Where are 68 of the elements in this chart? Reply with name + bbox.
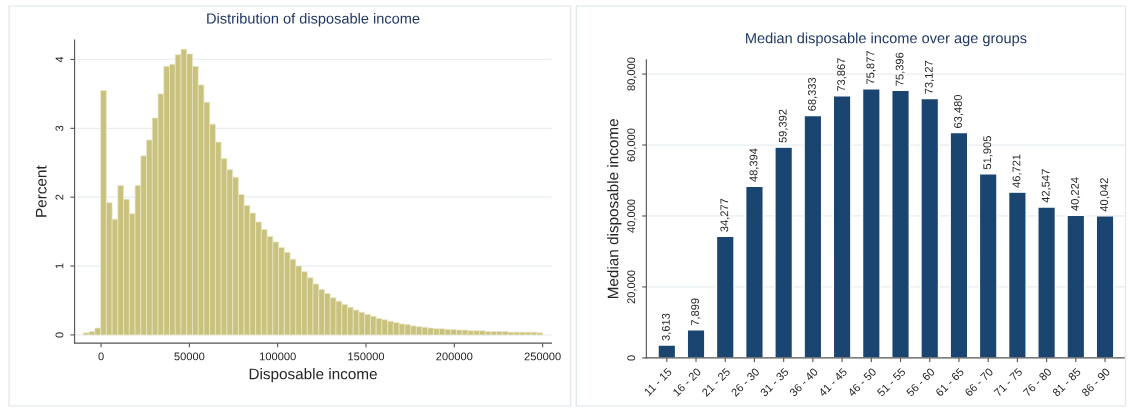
x-tick-label: 21 - 25 xyxy=(701,367,731,397)
bar xyxy=(1037,206,1057,358)
bar xyxy=(686,329,706,358)
data-label: 73,867 xyxy=(837,58,847,92)
y-tick-label: 0 xyxy=(55,332,64,338)
bar xyxy=(715,235,735,358)
data-label: 7,899 xyxy=(691,298,701,326)
x-tick-label: 250000 xyxy=(524,352,561,361)
data-label: 68,333 xyxy=(808,77,818,111)
x-tick-label: 81 - 85 xyxy=(1051,367,1082,397)
y-tick-label: 80,000 xyxy=(627,57,637,91)
bar xyxy=(978,173,998,358)
x-tick-label: 86 - 90 xyxy=(1081,367,1111,397)
bar xyxy=(1007,191,1027,358)
y-tick-label: 60,000 xyxy=(627,128,637,162)
bar xyxy=(1095,215,1115,358)
bar xyxy=(832,95,852,358)
x-tick-label: 26 - 30 xyxy=(730,367,760,397)
x-tick-label: 16 - 20 xyxy=(672,367,702,397)
x-tick-label: 46 - 50 xyxy=(847,367,877,398)
data-label: 46,721 xyxy=(1012,154,1022,188)
x-tick-label: 71 - 75 xyxy=(993,367,1023,397)
x-tick-label: 61 - 65 xyxy=(935,367,965,397)
chart-title: Median disposable income over age groups xyxy=(746,32,1027,47)
y-tick-label: 20,000 xyxy=(627,270,637,304)
data-label: 63,480 xyxy=(954,94,964,128)
bar xyxy=(774,146,794,358)
x-tick-label: 76 - 80 xyxy=(1022,367,1053,397)
bar xyxy=(920,97,940,358)
data-label: 3,613 xyxy=(661,313,672,341)
bar xyxy=(949,131,969,358)
data-label: 48,394 xyxy=(749,148,759,182)
data-label: 40,042 xyxy=(1100,178,1110,212)
x-tick-label: 100000 xyxy=(260,352,296,361)
x-tick-label: 41 - 45 xyxy=(818,367,848,398)
data-label: 42,547 xyxy=(1041,169,1051,203)
data-label: 51,905 xyxy=(983,136,993,170)
data-label: 75,396 xyxy=(895,52,905,86)
x-tick-label: 200000 xyxy=(436,352,473,361)
y-tick-label: 4 xyxy=(55,56,64,63)
bar xyxy=(1066,214,1086,358)
data-label: 34,277 xyxy=(720,198,730,232)
bar xyxy=(861,87,881,358)
y-axis-title: Percent xyxy=(35,165,47,217)
data-label: 40,224 xyxy=(1070,177,1081,211)
x-axis-title: Disposable income xyxy=(249,368,377,383)
data-label: 73,127 xyxy=(924,60,935,94)
chart-title: Distribution of disposable income xyxy=(207,12,420,27)
data-label: 59,392 xyxy=(778,109,788,143)
x-tick-label: 66 - 70 xyxy=(964,367,994,397)
x-tick-label: 56 - 60 xyxy=(905,367,936,397)
y-tick-label: 40,000 xyxy=(627,199,637,233)
y-tick-label: 2 xyxy=(55,194,64,200)
y-tick-label: 3 xyxy=(55,125,64,131)
x-tick-label: 11 - 15 xyxy=(643,367,673,397)
x-tick-label: 31 - 35 xyxy=(759,367,790,397)
x-tick-label: 50000 xyxy=(174,352,205,361)
bar xyxy=(891,89,910,358)
x-tick-label: 36 - 40 xyxy=(788,367,819,397)
y-axis-title: Median disposable income xyxy=(607,119,622,299)
y-tick-label: 1 xyxy=(55,263,64,269)
bar xyxy=(803,114,823,358)
x-tick-label: 51 - 55 xyxy=(876,367,906,397)
data-label: 75,877 xyxy=(866,51,876,84)
x-tick-label: 150000 xyxy=(348,352,385,361)
bar xyxy=(657,344,677,358)
x-tick-label: 0 xyxy=(98,352,104,361)
bar xyxy=(744,185,764,358)
